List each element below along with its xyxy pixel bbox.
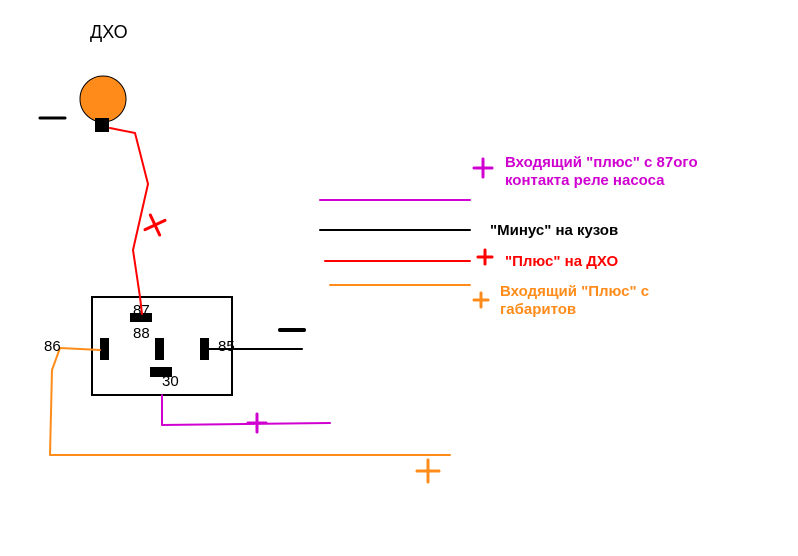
wire-lamp_to_87_red bbox=[110, 128, 148, 314]
mark-plus_bottom_orange bbox=[417, 460, 439, 482]
mark-red_plus_diag bbox=[140, 210, 169, 239]
diagram-canvas: ДХО 87 88 86 85 30 Входящий "плюс" с 87о… bbox=[0, 0, 798, 556]
relay-pin-p86 bbox=[100, 338, 109, 360]
legend-minus-body: "Минус" на кузов bbox=[490, 222, 618, 239]
pin-87-label: 87 bbox=[133, 302, 150, 319]
pin-88-label: 88 bbox=[133, 325, 150, 342]
mark-legend_plus_orange bbox=[474, 293, 488, 307]
pin-30-label: 30 bbox=[162, 373, 179, 390]
legend-plus-dxo: "Плюс" на ДХО bbox=[505, 253, 618, 270]
lamp-icon bbox=[80, 76, 126, 122]
mark-plus_under30 bbox=[248, 414, 266, 432]
legend-in-plus-gab-line1: Входящий "Плюс" с bbox=[500, 283, 649, 300]
title-label: ДХО bbox=[90, 22, 128, 43]
legend-in-plus-gab-line2: габаритов bbox=[500, 301, 576, 318]
wire-pin86_to_bottom_orange bbox=[50, 348, 450, 455]
relay-pin-p85 bbox=[200, 338, 209, 360]
diagram-svg bbox=[0, 0, 798, 556]
wire-pin30_to_right_magenta bbox=[162, 395, 330, 425]
pin-86-label: 86 bbox=[44, 338, 61, 355]
pin-85-label: 85 bbox=[218, 338, 235, 355]
legend-in-plus-87-line2: контакта реле насоса bbox=[505, 172, 665, 189]
legend-in-plus-87-line1: Входящий "плюс" с 87ого bbox=[505, 154, 698, 171]
mark-legend_plus_red bbox=[478, 250, 492, 264]
lamp-terminal bbox=[95, 118, 109, 132]
relay-pin-p88 bbox=[155, 338, 164, 360]
mark-legend_plus_mag bbox=[474, 159, 492, 177]
